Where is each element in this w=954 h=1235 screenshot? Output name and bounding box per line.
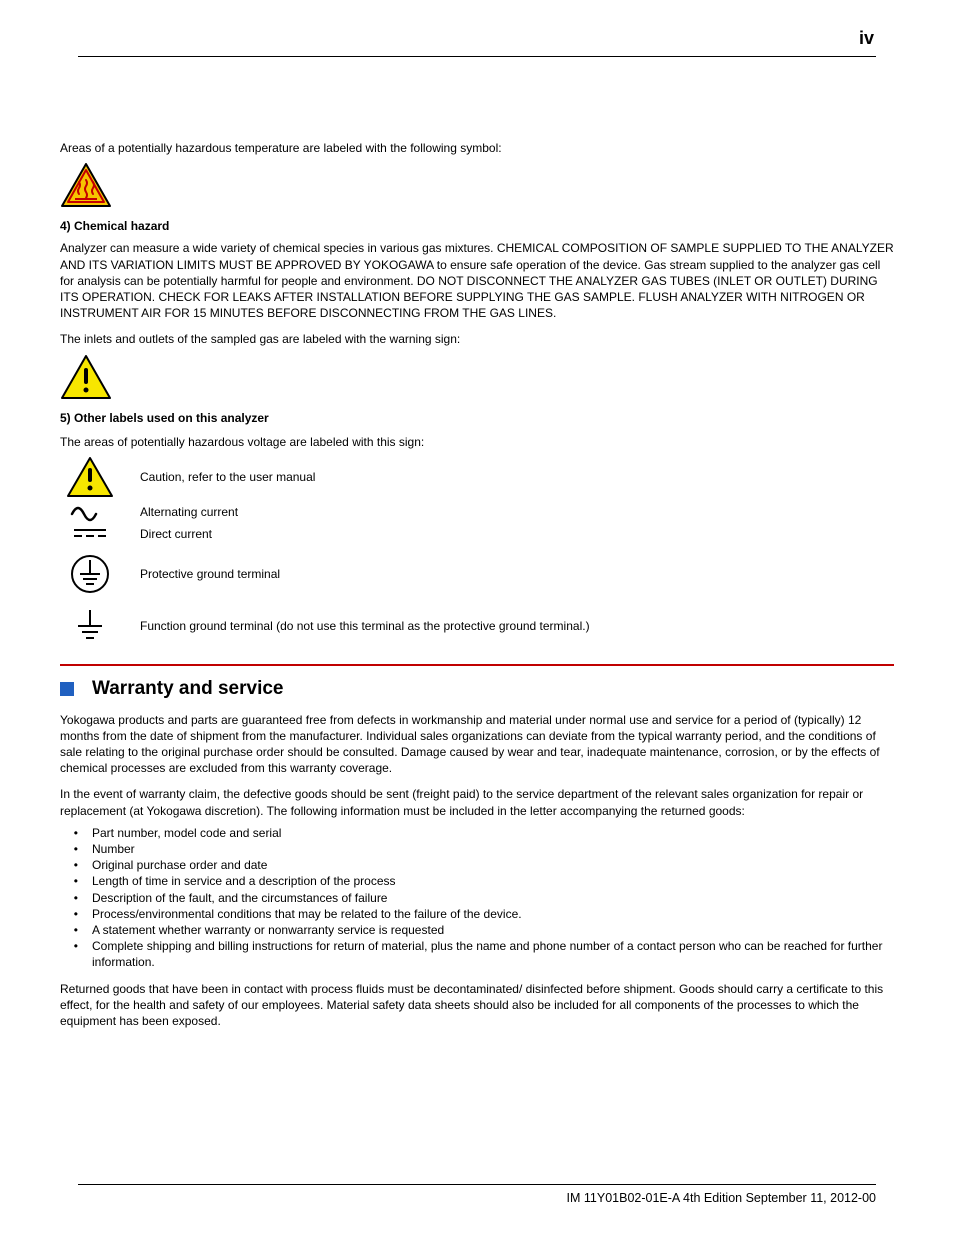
section-square-icon: [60, 682, 74, 696]
caution-label: Caution, refer to the user manual: [140, 469, 315, 485]
footer-text: IM 11Y01B02-01E-A 4th Edition September …: [567, 1191, 876, 1205]
list-item: Part number, model code and serial: [88, 825, 894, 841]
chemical-hazard-body: Analyzer can measure a wide variety of c…: [60, 240, 894, 321]
inlets-outlets-text: The inlets and outlets of the sampled ga…: [60, 331, 894, 347]
list-item: Number: [88, 841, 894, 857]
function-ground-label: Function ground terminal (do not use thi…: [140, 618, 590, 634]
protective-ground-icon: [60, 550, 120, 598]
list-item: Length of time in service and a descript…: [88, 873, 894, 889]
ac-icon: [60, 502, 120, 522]
other-labels-heading: 5) Other labels used on this analyzer: [60, 410, 894, 426]
list-item: Complete shipping and billing instructio…: [88, 938, 894, 970]
warranty-bullet-list: Part number, model code and serial Numbe…: [60, 825, 894, 971]
function-ground-icon: [60, 606, 120, 646]
warranty-paragraph-2: In the event of warranty claim, the defe…: [60, 786, 894, 818]
list-item: Process/environmental conditions that ma…: [88, 906, 894, 922]
caution-icon: [60, 456, 120, 498]
footer: IM 11Y01B02-01E-A 4th Edition September …: [78, 1184, 876, 1205]
voltage-areas-text: The areas of potentially hazardous volta…: [60, 434, 894, 450]
warning-icon: [60, 354, 894, 400]
list-item: Description of the fault, and the circum…: [88, 890, 894, 906]
warranty-paragraph-1: Yokogawa products and parts are guarante…: [60, 712, 894, 777]
chemical-hazard-heading: 4) Chemical hazard: [60, 218, 894, 234]
temp-intro-text: Areas of a potentially hazardous tempera…: [60, 140, 894, 156]
dc-icon: [60, 526, 120, 542]
ac-label: Alternating current: [140, 504, 238, 520]
protective-ground-label: Protective ground terminal: [140, 566, 280, 582]
list-item: Original purchase order and date: [88, 857, 894, 873]
dc-label: Direct current: [140, 526, 212, 542]
warranty-paragraph-3: Returned goods that have been in contact…: [60, 981, 894, 1030]
warranty-heading: Warranty and service: [92, 676, 284, 702]
page-number: iv: [859, 28, 874, 49]
list-item: A statement whether warranty or nonwarra…: [88, 922, 894, 938]
top-rule: [78, 56, 876, 57]
section-divider: [60, 664, 894, 666]
hot-surface-icon: [60, 162, 894, 208]
